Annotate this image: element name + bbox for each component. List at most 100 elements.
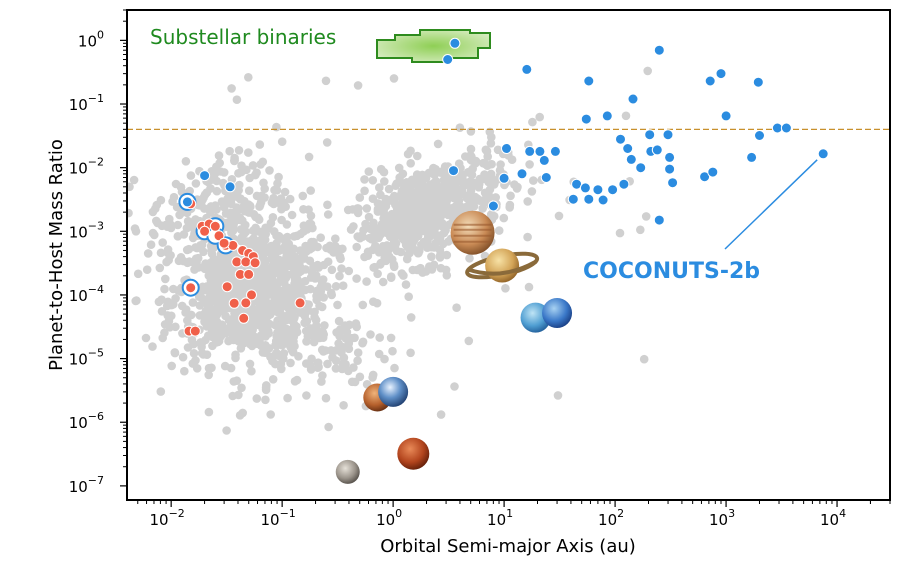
gray-point bbox=[146, 240, 156, 249]
gray-point bbox=[323, 210, 333, 219]
gray-point bbox=[281, 262, 291, 272]
companion-point bbox=[442, 54, 454, 65]
gray-point bbox=[501, 284, 510, 293]
gray-point bbox=[455, 123, 465, 132]
gray-point bbox=[175, 210, 184, 220]
gray-point bbox=[462, 193, 472, 203]
gray-point bbox=[413, 215, 422, 225]
companion-point bbox=[664, 163, 676, 175]
gray-point bbox=[274, 172, 283, 182]
gray-point bbox=[403, 149, 413, 159]
gray-point bbox=[101, 263, 110, 272]
gray-point bbox=[227, 84, 236, 93]
gray-point bbox=[278, 244, 287, 254]
gray-point bbox=[323, 200, 332, 210]
gray-point bbox=[244, 73, 253, 82]
x-tick-label: 100 bbox=[376, 507, 402, 529]
gray-point bbox=[236, 225, 246, 234]
gray-point bbox=[320, 321, 329, 330]
gray-point bbox=[212, 162, 221, 172]
close-in-point bbox=[243, 268, 255, 280]
gray-point bbox=[231, 353, 240, 363]
companion-point bbox=[780, 122, 792, 134]
gray-point bbox=[244, 186, 254, 195]
gray-point bbox=[259, 320, 268, 329]
gray-point bbox=[211, 305, 220, 315]
gray-point bbox=[305, 219, 314, 228]
gray-point bbox=[302, 316, 312, 326]
gray-point bbox=[406, 313, 416, 322]
companion-point bbox=[615, 133, 626, 145]
gray-point bbox=[452, 184, 462, 193]
companion-point bbox=[181, 196, 193, 208]
gray-point bbox=[244, 148, 253, 157]
gray-point bbox=[256, 236, 265, 246]
planet-disc-neptune bbox=[542, 298, 573, 329]
gray-point bbox=[219, 168, 229, 177]
gray-point bbox=[224, 336, 233, 346]
gray-point bbox=[334, 316, 344, 326]
gray-point bbox=[196, 241, 205, 250]
gray-point bbox=[384, 184, 394, 194]
gray-point bbox=[553, 391, 563, 400]
gray-point bbox=[181, 305, 191, 314]
y-tick-exponent: −6 bbox=[88, 410, 104, 423]
companion-point bbox=[592, 184, 604, 196]
gray-point bbox=[191, 179, 201, 188]
gray-point bbox=[339, 401, 348, 410]
gray-point bbox=[512, 184, 522, 193]
gray-point bbox=[352, 242, 362, 252]
gray-point bbox=[270, 196, 279, 206]
gray-point bbox=[524, 282, 534, 292]
gray-point bbox=[197, 342, 206, 352]
companion-point bbox=[448, 165, 459, 177]
gray-point bbox=[234, 146, 244, 155]
gray-point bbox=[204, 407, 214, 417]
gray-point bbox=[204, 331, 213, 340]
close-in-point bbox=[246, 289, 257, 301]
gray-point bbox=[420, 203, 430, 212]
gray-point bbox=[372, 298, 382, 308]
gray-point bbox=[207, 363, 216, 373]
gray-point bbox=[232, 95, 242, 104]
gray-point bbox=[229, 377, 239, 386]
gray-point bbox=[457, 170, 467, 179]
gray-point bbox=[256, 268, 266, 277]
gray-point bbox=[345, 320, 354, 330]
gray-point bbox=[333, 300, 342, 310]
companion-point bbox=[653, 44, 665, 56]
gray-point bbox=[127, 182, 134, 192]
planet-neptune bbox=[542, 298, 573, 329]
gray-point bbox=[491, 193, 501, 202]
gray-point bbox=[386, 272, 396, 282]
y-tick-label: 10−1 bbox=[69, 92, 104, 114]
gray-point bbox=[261, 383, 271, 393]
y-tick-label: 10−6 bbox=[69, 410, 104, 432]
gray-point bbox=[322, 243, 331, 253]
companion-point bbox=[662, 129, 674, 141]
gray-point bbox=[398, 169, 408, 179]
close-in-point bbox=[238, 312, 250, 324]
companion-point bbox=[704, 75, 716, 87]
gray-point bbox=[272, 284, 282, 294]
gray-point bbox=[416, 263, 425, 273]
companion-point bbox=[199, 170, 211, 182]
gray-point bbox=[273, 179, 282, 188]
gray-point bbox=[169, 284, 178, 294]
gray-point bbox=[148, 342, 157, 351]
gray-point bbox=[360, 175, 369, 184]
companion-point bbox=[664, 151, 676, 163]
gray-point bbox=[324, 422, 333, 432]
gray-point bbox=[350, 377, 360, 387]
companion-point bbox=[746, 151, 758, 163]
gray-point bbox=[379, 200, 388, 209]
gray-point bbox=[464, 336, 474, 346]
gray-point bbox=[283, 393, 292, 403]
gray-point bbox=[133, 269, 143, 279]
gray-point bbox=[639, 354, 649, 364]
companion-point bbox=[715, 68, 727, 80]
gray-point bbox=[260, 184, 270, 193]
gray-point bbox=[528, 117, 537, 127]
gray-point bbox=[621, 111, 631, 121]
gray-point bbox=[335, 271, 344, 281]
